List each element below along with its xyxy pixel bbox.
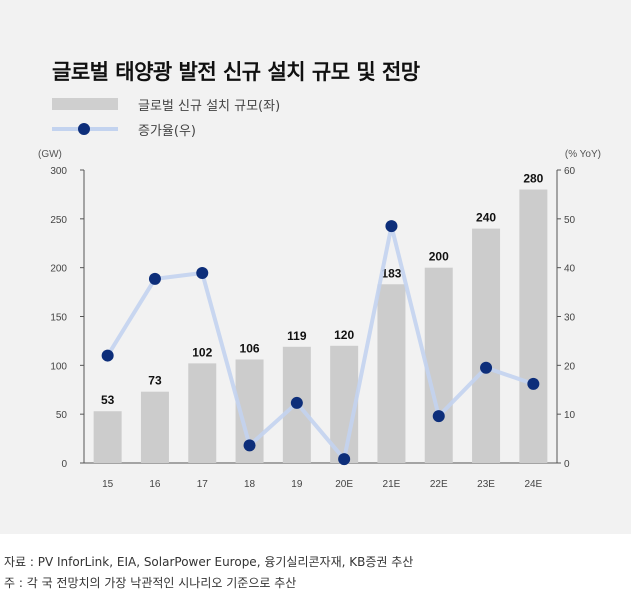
bar-data-label: 200 xyxy=(429,250,449,264)
bar-data-label: 120 xyxy=(334,328,354,342)
growth-rate-point xyxy=(480,361,493,374)
y-right-tick-label: 10 xyxy=(564,410,576,421)
growth-rate-point xyxy=(432,410,445,423)
legend-bar-swatch xyxy=(52,98,118,110)
x-tick-label: 19 xyxy=(291,479,303,490)
x-tick-label: 17 xyxy=(197,479,209,490)
bar xyxy=(424,267,453,463)
bar-data-label: 280 xyxy=(523,172,543,186)
y-left-tick-label: 200 xyxy=(50,264,67,275)
growth-rate-point xyxy=(290,396,303,409)
legend-item-line: 증가율(우) xyxy=(52,119,196,139)
bar xyxy=(93,411,122,463)
y-left-tick-label: 100 xyxy=(50,361,67,372)
growth-rate-point xyxy=(243,439,256,452)
x-tick-label: 21E xyxy=(383,479,401,490)
x-tick-label: 22E xyxy=(430,479,448,490)
y-axis-left-label: (GW) xyxy=(38,149,62,160)
bar xyxy=(472,228,501,463)
y-right-tick-label: 0 xyxy=(564,459,570,470)
bar xyxy=(140,391,169,463)
bar xyxy=(377,284,406,463)
y-left-tick-label: 250 xyxy=(50,215,67,226)
legend-line-label: 증가율(우) xyxy=(138,123,196,139)
legend-line-swatch xyxy=(52,122,118,136)
growth-rate-point xyxy=(148,272,161,285)
bar-data-label: 53 xyxy=(101,393,115,407)
growth-rate-point xyxy=(196,267,209,280)
combo-chart: (GW) (% YoY) 0 50 100 150 200 250 300 0 10 20 30 40 50… xyxy=(38,149,601,490)
y-axis-right-label: (% YoY) xyxy=(565,149,601,160)
y-left-tick-label: 300 xyxy=(50,166,67,177)
bar-data-label: 119 xyxy=(287,329,307,343)
growth-rate-point xyxy=(385,220,398,233)
bar xyxy=(188,363,217,463)
y-right-tick-label: 60 xyxy=(564,166,576,177)
growth-rate-line xyxy=(105,224,534,462)
growth-rate-point xyxy=(527,377,540,390)
bar-data-label: 102 xyxy=(192,345,212,359)
source-note: 자료 : PV InforLink, EIA, SolarPower Europ… xyxy=(4,555,414,569)
bar-data-label: 240 xyxy=(476,211,496,225)
y-left-tick-label: 0 xyxy=(61,459,67,470)
y-right-tick-label: 50 xyxy=(564,215,576,226)
bar-data-label: 183 xyxy=(381,266,401,280)
x-tick-label: 18 xyxy=(244,479,256,490)
growth-rate-point xyxy=(338,453,351,466)
y-right-tick-label: 20 xyxy=(564,361,576,372)
y-left-tick-label: 150 xyxy=(50,313,67,324)
x-tick-label: 15 xyxy=(102,479,114,490)
bar xyxy=(519,189,548,464)
legend-bar-label: 글로벌 신규 설치 규모(좌) xyxy=(138,98,281,114)
x-tick-label: 23E xyxy=(477,479,495,490)
chart-title: 글로벌 태양광 발전 신규 설치 규모 및 전망 xyxy=(52,60,420,84)
x-tick-label: 20E xyxy=(335,479,353,490)
footnote: 주 : 각 국 전망치의 가장 낙관적인 시나리오 기준으로 추산 xyxy=(4,576,297,590)
y-right-tick-label: 40 xyxy=(564,264,576,275)
legend-item-bars: 글로벌 신규 설치 규모(좌) xyxy=(52,94,280,114)
growth-rate-point xyxy=(101,349,114,362)
y-right-tick-label: 30 xyxy=(564,313,576,324)
y-left-tick-label: 50 xyxy=(56,410,68,421)
bar-data-label: 73 xyxy=(148,374,162,388)
bar-data-label: 106 xyxy=(240,341,260,355)
x-tick-label: 16 xyxy=(149,479,161,490)
x-tick-label: 24E xyxy=(524,479,542,490)
